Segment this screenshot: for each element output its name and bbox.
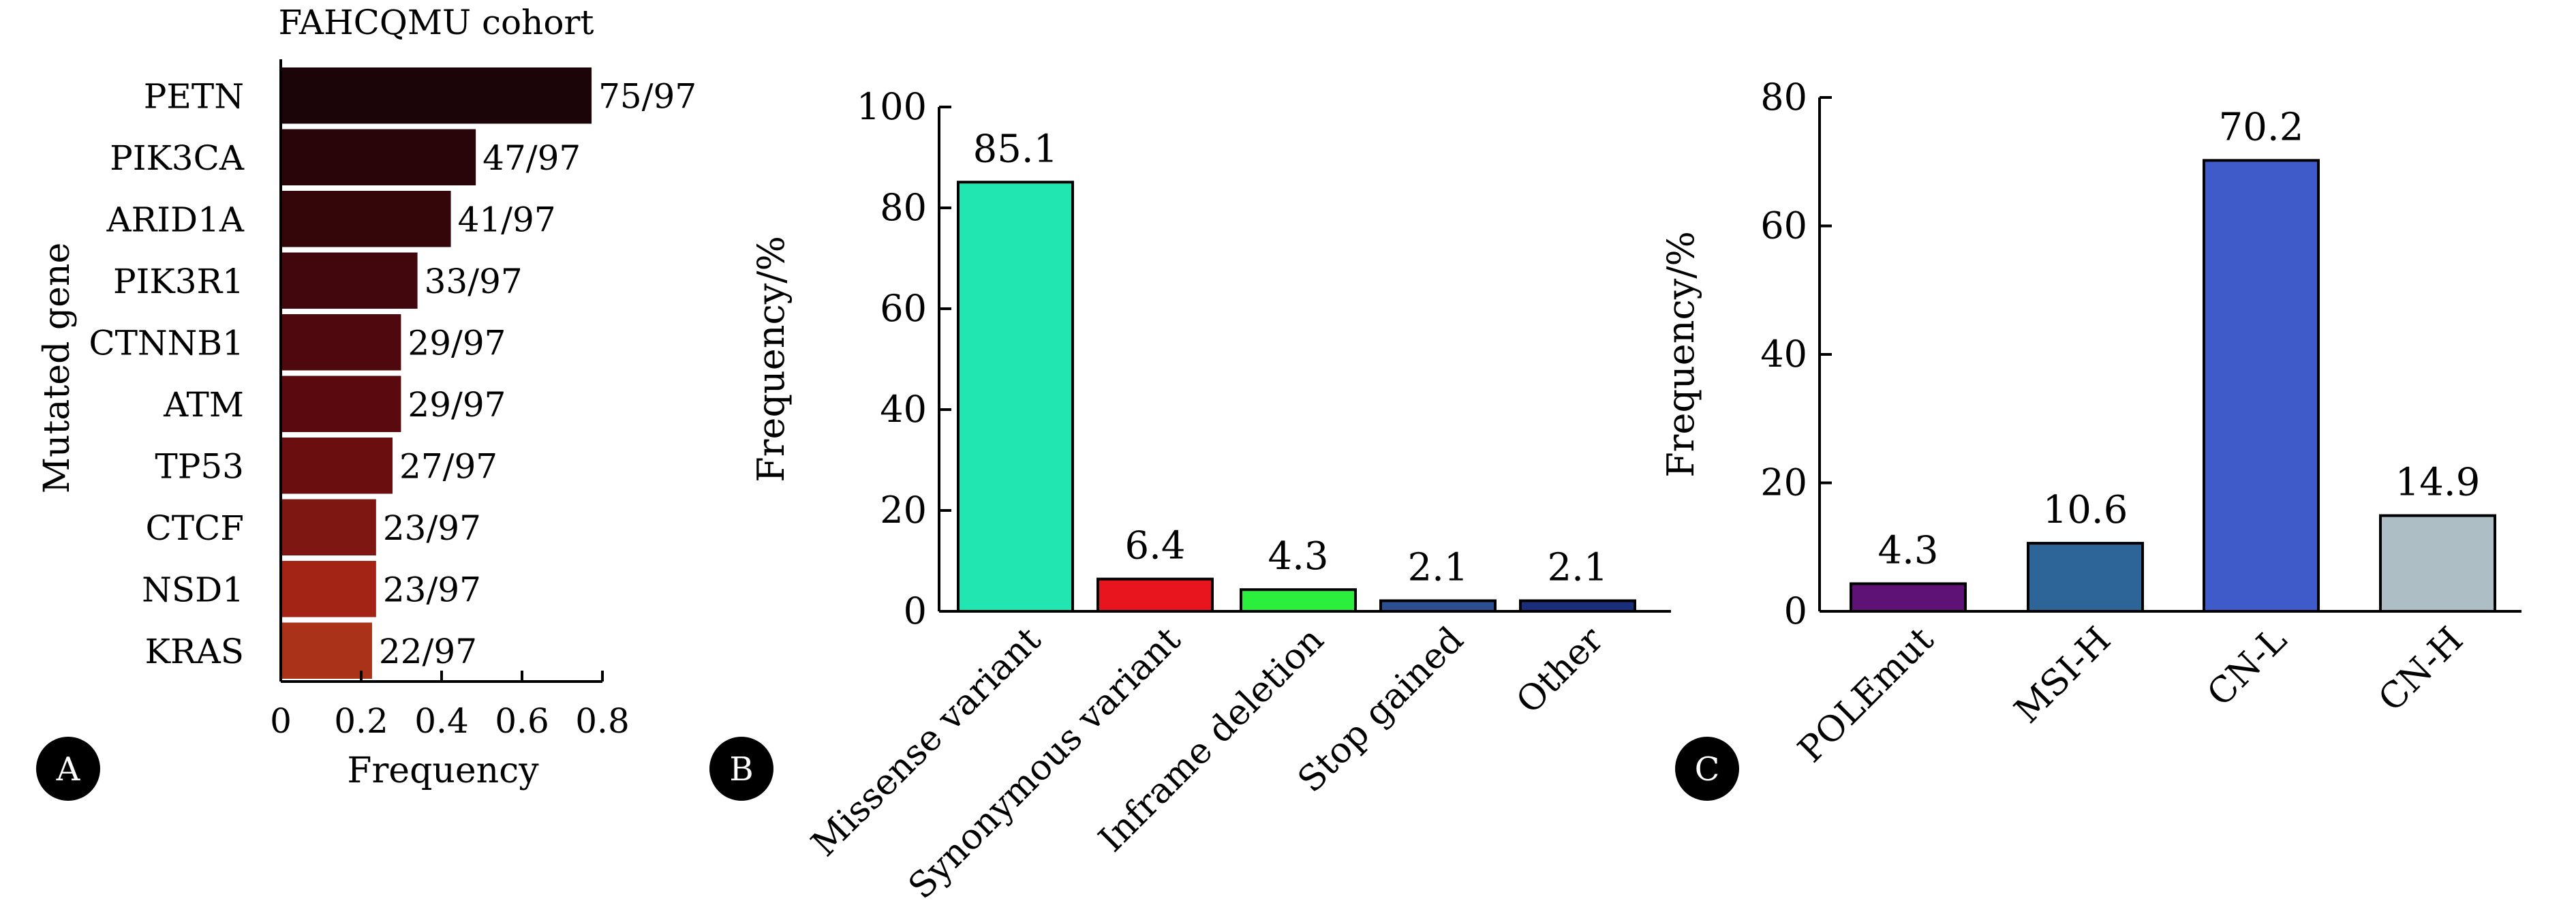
- category-label: Other: [1509, 619, 1611, 722]
- data-label: 41/97: [458, 200, 556, 239]
- x-tick-label: 0.6: [495, 701, 549, 741]
- y-tick-label: 100: [857, 85, 927, 128]
- bar-inframe-deletion: [1240, 588, 1357, 613]
- bar-ctnnb1: [281, 314, 401, 371]
- panel-label-badge: [709, 737, 773, 801]
- bar-kras: [281, 622, 372, 679]
- x-tick-label: 0: [270, 701, 292, 741]
- data-label: 23/97: [383, 508, 481, 548]
- y-tick-label: 0: [1784, 590, 1807, 632]
- data-label: 23/97: [383, 570, 481, 609]
- category-label: NSD1: [142, 570, 244, 609]
- panel-label: B: [729, 750, 753, 789]
- data-label: 22/97: [379, 632, 477, 671]
- bar-petn: [281, 67, 592, 124]
- y-tick-label: 40: [1760, 333, 1807, 376]
- data-label: 2.1: [1547, 545, 1608, 590]
- category-label: Synonymous variant: [901, 619, 1189, 907]
- y-tick-label: 80: [1760, 76, 1807, 119]
- data-label: 4.3: [1877, 528, 1938, 572]
- data-label: 85.1: [973, 127, 1058, 171]
- chart-title: FAHCQMU cohort: [279, 3, 594, 42]
- bar-ctcf: [281, 499, 376, 555]
- panel-label-badge: [36, 737, 100, 801]
- category-label: KRAS: [145, 632, 244, 671]
- category-label: PETN: [144, 76, 244, 116]
- panel-label-badge: [1675, 737, 1739, 801]
- category-label: MSI-H: [2007, 619, 2119, 731]
- bar-nsd1: [281, 561, 376, 617]
- bar-other: [1519, 599, 1636, 613]
- data-label: 6.4: [1124, 524, 1185, 568]
- data-label: 27/97: [399, 446, 497, 486]
- y-axis-title: Frequency/%: [1659, 231, 1702, 478]
- y-axis-title: Frequency/%: [750, 236, 793, 483]
- category-label: POLEmut: [1790, 619, 1942, 771]
- bar-missense-variant: [957, 181, 1074, 613]
- data-label: 2.1: [1407, 545, 1468, 590]
- data-label: 47/97: [482, 138, 581, 178]
- x-tick-label: 0.4: [414, 701, 469, 741]
- y-tick-label: 80: [880, 186, 927, 229]
- y-tick-label: 0: [904, 590, 927, 632]
- bar-msi-h: [2027, 542, 2144, 613]
- bar-arid1a: [281, 191, 451, 247]
- category-label: PIK3R1: [113, 262, 244, 301]
- bar-pik3r1: [281, 252, 418, 309]
- bar-cn-h: [2379, 514, 2496, 613]
- bar-cn-l: [2203, 159, 2320, 613]
- panel-c-bar-chart: 4.3 POLEmut 10.6 MSI-H 70.2 CN-L 14.9 CN-H 0 20 40…: [1659, 76, 2521, 801]
- data-label: 4.3: [1268, 534, 1328, 579]
- data-label: 75/97: [598, 76, 696, 116]
- y-tick-label: 60: [880, 287, 927, 330]
- category-label: Missense variant: [803, 619, 1049, 865]
- category-label: CTNNB1: [89, 323, 244, 363]
- y-tick-label: 40: [880, 388, 927, 431]
- category-label: CTCF: [145, 508, 244, 548]
- bar-pik3ca: [281, 129, 476, 185]
- panel-label: C: [1695, 750, 1720, 789]
- bar-stop-gained: [1379, 599, 1497, 613]
- bar-polemut: [1850, 582, 1967, 613]
- category-label: PIK3CA: [110, 138, 245, 178]
- category-label: CN-H: [2371, 619, 2471, 720]
- data-label: 29/97: [408, 385, 506, 425]
- data-label: 70.2: [2219, 105, 2304, 149]
- bar-tp53: [281, 438, 393, 494]
- bar-synonymous-variant: [1097, 577, 1214, 613]
- panel-label: A: [56, 750, 81, 789]
- category-label: CN-L: [2200, 619, 2295, 715]
- x-tick-label: 0.8: [575, 701, 630, 741]
- panel-a-bar-chart: FAHCQMU cohort PETN 75/97 PIK3CA 47/97 ARID1A…: [36, 3, 696, 801]
- category-label: ATM: [163, 385, 244, 425]
- y-tick-label: 20: [880, 489, 927, 532]
- y-axis-title: Mutated gene: [37, 243, 78, 493]
- data-label: 14.9: [2395, 461, 2481, 505]
- panel-b-bar-chart: 85.1 Missense variant 6.4 Synonymous varian…: [709, 85, 1671, 907]
- y-tick-label: 20: [1760, 461, 1807, 504]
- bar-atm: [281, 376, 401, 432]
- data-label: 29/97: [408, 323, 506, 363]
- y-tick-label: 60: [1760, 204, 1807, 247]
- data-label: 10.6: [2043, 488, 2128, 532]
- category-label: ARID1A: [106, 200, 244, 239]
- x-axis-title: Frequency: [347, 750, 539, 791]
- category-label: TP53: [155, 446, 244, 486]
- data-label: 33/97: [425, 262, 523, 301]
- x-tick-label: 0.2: [334, 701, 388, 741]
